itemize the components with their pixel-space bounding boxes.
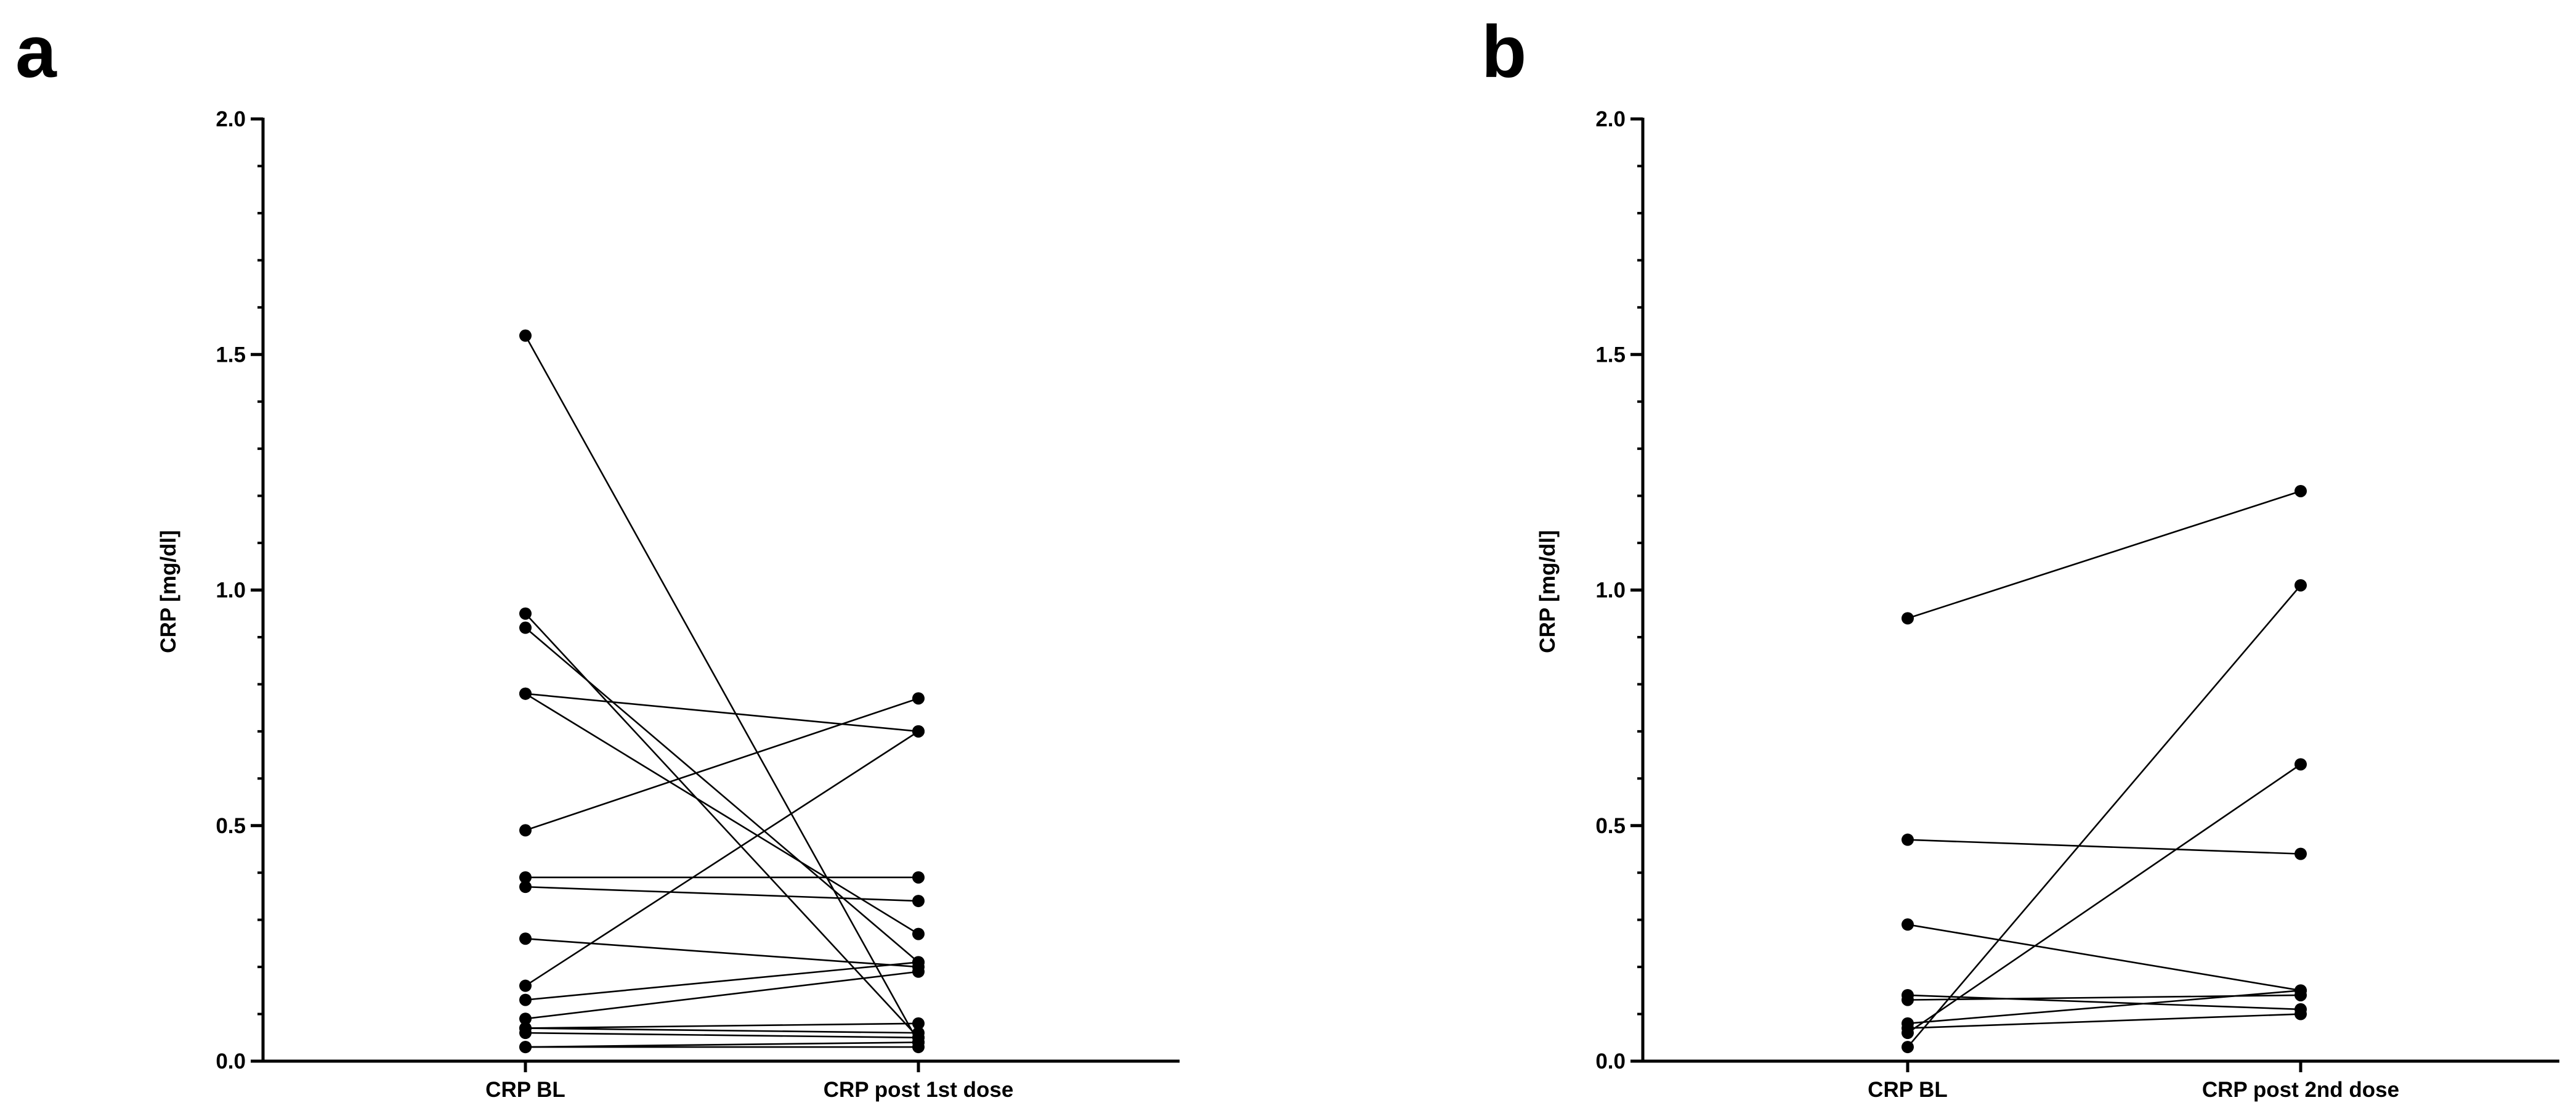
pair-line bbox=[525, 1027, 919, 1034]
post-dose-point bbox=[2295, 847, 2307, 860]
panel-a-letter: a bbox=[15, 10, 57, 93]
post-dose-point bbox=[2295, 1008, 2307, 1020]
panel-a-axes: 0.0 0.5 1.0 1.5 2.0 CRP BL CRP post 1st dose bbox=[216, 107, 1180, 1102]
pair-line bbox=[525, 730, 919, 987]
pair-line bbox=[525, 971, 919, 1020]
pair-line bbox=[1907, 764, 2301, 1034]
post-dose-point bbox=[912, 725, 925, 738]
baseline-point bbox=[519, 687, 532, 700]
panel-b-points bbox=[1902, 484, 2307, 1054]
baseline-point bbox=[1902, 993, 1914, 1006]
panel-a-y-axis-title: CRP [mg/dl] bbox=[156, 530, 180, 653]
pair-line bbox=[1907, 924, 2301, 992]
panel-b-y-axis-title: CRP [mg/dl] bbox=[1536, 530, 1560, 653]
pair-line bbox=[524, 335, 920, 1043]
baseline-point bbox=[519, 871, 532, 884]
baseline-point bbox=[519, 979, 532, 992]
y-tick-label: 1.0 bbox=[216, 579, 246, 603]
baseline-point bbox=[519, 621, 532, 634]
post-dose-point bbox=[912, 1017, 925, 1030]
post-dose-point bbox=[912, 956, 925, 969]
pair-line bbox=[1907, 490, 2301, 619]
pair-line bbox=[525, 627, 919, 963]
baseline-point bbox=[1902, 612, 1914, 625]
pair-line bbox=[525, 693, 919, 935]
pair-line bbox=[1907, 839, 2301, 855]
baseline-point bbox=[1902, 918, 1914, 931]
panel-b-lines bbox=[1907, 490, 2301, 1048]
y-tick-label: 2.0 bbox=[216, 107, 246, 131]
post-dose-point bbox=[2295, 484, 2307, 497]
post-dose-point bbox=[912, 895, 925, 908]
baseline-point bbox=[1902, 833, 1914, 846]
pair-line bbox=[1907, 1013, 2301, 1029]
pair-line bbox=[525, 886, 919, 902]
panel-b-axes: 0.0 0.5 1.0 1.5 2.0 CRP BL CRP post 2nd dose bbox=[1595, 107, 2559, 1102]
x-category-label: CRP BL bbox=[1868, 1078, 1948, 1102]
post-dose-point bbox=[912, 927, 925, 940]
baseline-point bbox=[519, 993, 532, 1006]
baseline-point bbox=[1902, 1027, 1914, 1040]
y-tick-label: 0.0 bbox=[1595, 1049, 1626, 1073]
x-category-label: CRP post 2nd dose bbox=[2202, 1078, 2399, 1102]
panel-a-lines bbox=[524, 335, 920, 1048]
pair-line bbox=[525, 937, 919, 968]
post-dose-point bbox=[912, 692, 925, 705]
pair-line bbox=[525, 1032, 919, 1039]
y-tick-label: 1.5 bbox=[1595, 343, 1626, 367]
pair-line bbox=[525, 961, 919, 1001]
post-dose-point bbox=[2295, 984, 2307, 997]
baseline-point bbox=[519, 329, 532, 342]
post-dose-point bbox=[2295, 579, 2307, 592]
pair-line bbox=[1907, 990, 2301, 1025]
pair-line bbox=[525, 693, 919, 733]
post-dose-point bbox=[912, 871, 925, 884]
baseline-point bbox=[519, 607, 532, 620]
panel-b-letter: b bbox=[1481, 10, 1526, 93]
panel-a-chart: a CRP [mg/dl] 0.0 0.5 1.0 1.5 2.0 CRP BL CRP p… bbox=[15, 10, 1180, 1102]
baseline-point bbox=[519, 932, 532, 945]
x-category-label: CRP BL bbox=[485, 1078, 565, 1102]
y-tick-label: 1.5 bbox=[216, 343, 246, 367]
y-tick-label: 2.0 bbox=[1595, 107, 1626, 131]
pair-line bbox=[525, 698, 919, 831]
baseline-point bbox=[519, 881, 532, 894]
baseline-point bbox=[519, 1041, 532, 1054]
baseline-point bbox=[519, 824, 532, 837]
panel-a-points bbox=[519, 329, 925, 1054]
post-dose-point bbox=[912, 965, 925, 978]
y-tick-label: 1.0 bbox=[1595, 579, 1626, 603]
baseline-point bbox=[519, 1027, 532, 1040]
baseline-point bbox=[1902, 1041, 1914, 1054]
pair-line bbox=[525, 1022, 919, 1029]
post-dose-point bbox=[912, 1041, 925, 1054]
baseline-point bbox=[519, 1012, 532, 1025]
y-tick-label: 0.5 bbox=[216, 814, 246, 838]
y-tick-label: 0.0 bbox=[216, 1049, 246, 1073]
panel-b-chart: b CRP [mg/dl] 0.0 0.5 1.0 1.5 2.0 CRP BL CRP p… bbox=[1481, 10, 2559, 1102]
pair-line bbox=[1907, 994, 2301, 1011]
y-tick-label: 0.5 bbox=[1595, 814, 1626, 838]
x-category-label: CRP post 1st dose bbox=[824, 1078, 1014, 1102]
pair-line bbox=[1907, 585, 2301, 1048]
post-dose-point bbox=[2295, 758, 2307, 771]
